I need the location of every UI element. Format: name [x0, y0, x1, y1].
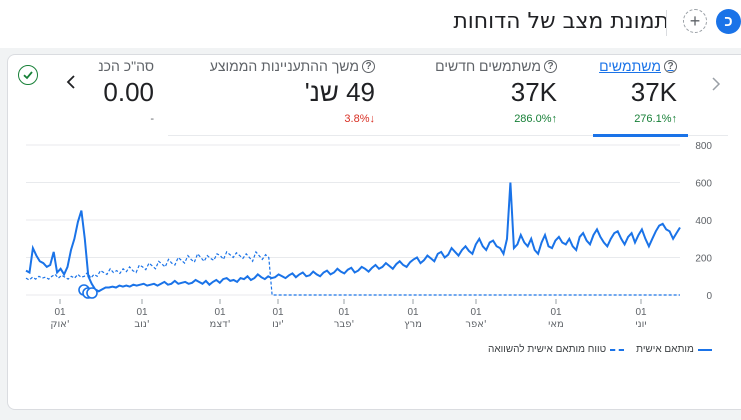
metric-users[interactable]: ? משתמשים 37K 276.1%↑ [567, 55, 677, 135]
check-circle-icon[interactable] [18, 65, 38, 85]
x-tick-month: דצמ' [210, 319, 231, 330]
metric-change: - [150, 113, 154, 125]
chevron-left-icon[interactable] [66, 75, 76, 94]
metric-total-revenue[interactable]: סה"כ הכנ 0.00 - [94, 55, 154, 135]
metric-value: 0.00 [103, 77, 154, 107]
series-line-primary [25, 182, 681, 293]
legend-item-comparison[interactable]: טווח מותאם אישית להשוואה [488, 344, 625, 355]
help-icon[interactable]: ? [544, 59, 557, 73]
x-tick-day: 01 [214, 307, 226, 318]
y-tick-label: 800 [695, 141, 712, 152]
arrow-up-icon: ↑ [551, 113, 558, 125]
active-tab-indicator [593, 134, 688, 137]
x-tick-month: מרץ [404, 319, 422, 330]
add-icon[interactable]: + [683, 9, 707, 33]
annotation-marker [86, 287, 98, 299]
x-tick-day: 01 [550, 307, 562, 318]
tabs-divider [168, 135, 728, 136]
page-title: תמונת מצב של הדוחות [453, 9, 669, 34]
legend-item-primary[interactable]: מותאם אישית [636, 344, 712, 355]
x-tick-month: אוק' [50, 319, 69, 330]
y-tick-label: 0 [706, 291, 712, 302]
x-tick-day: 01 [54, 307, 66, 318]
y-tick-label: 400 [695, 216, 712, 227]
x-tick-day: 01 [136, 307, 148, 318]
x-tick-month: ינו' [272, 319, 284, 330]
x-tick-day: 01 [272, 307, 284, 318]
overview-card: ? משתמשים 37K 276.1%↑ ? משתמשים חדשים 37K … [7, 54, 741, 410]
title-divider [666, 10, 667, 36]
x-tick-month: נוב' [134, 319, 149, 330]
x-tick-day: 01 [635, 307, 647, 318]
help-icon[interactable]: ? [664, 59, 677, 73]
chart-legend: מותאם אישית טווח מותאם אישית להשוואה [488, 344, 712, 355]
x-tick-month: מאי [548, 319, 564, 330]
x-tick-day: 01 [338, 307, 350, 318]
x-tick-day: 01 [407, 307, 419, 318]
metric-value: 49 שנ' [304, 77, 375, 107]
chevron-right-icon[interactable] [711, 77, 721, 96]
y-tick-label: 200 [695, 254, 712, 265]
metric-change: 276.1%↑ [634, 113, 677, 125]
x-tick-day: 01 [470, 307, 482, 318]
metric-label[interactable]: ? משתמשים [599, 58, 677, 74]
arrow-down-icon: ↓ [369, 113, 376, 125]
help-icon[interactable]: ? [362, 59, 375, 73]
solid-line-swatch [697, 348, 712, 351]
metric-change: 286.0%↑ [514, 113, 557, 125]
x-tick-month: יוני [635, 319, 646, 330]
metric-label[interactable]: ? משך ההתעניינות הממוצע [210, 58, 375, 74]
users-line-chart: 800600400200001אוק'01נוב'01דצמ'01ינו'01פ… [25, 141, 712, 330]
series-line-comparison [25, 250, 680, 296]
x-tick-month: אפר' [465, 319, 486, 330]
metric-change: 3.8%↓ [344, 113, 375, 125]
y-tick-label: 600 [695, 179, 712, 190]
app-badge-icon[interactable]: כ [716, 9, 741, 34]
report-header: תמונת מצב של הדוחות + כ [0, 0, 741, 48]
x-tick-month: פבר' [334, 319, 354, 330]
metric-value: 37K [630, 77, 677, 107]
metric-new-users[interactable]: ? משתמשים חדשים 37K 286.0%↑ [407, 55, 557, 135]
metric-engagement-time[interactable]: ? משך ההתעניינות הממוצע 49 שנ' 3.8%↓ [200, 55, 375, 135]
metric-label[interactable]: ? משתמשים חדשים [435, 58, 557, 74]
metric-value: 37K [510, 77, 557, 107]
dashed-line-swatch [610, 348, 625, 351]
metric-label[interactable]: סה"כ הכנ [98, 58, 154, 74]
arrow-up-icon: ↑ [671, 113, 678, 125]
